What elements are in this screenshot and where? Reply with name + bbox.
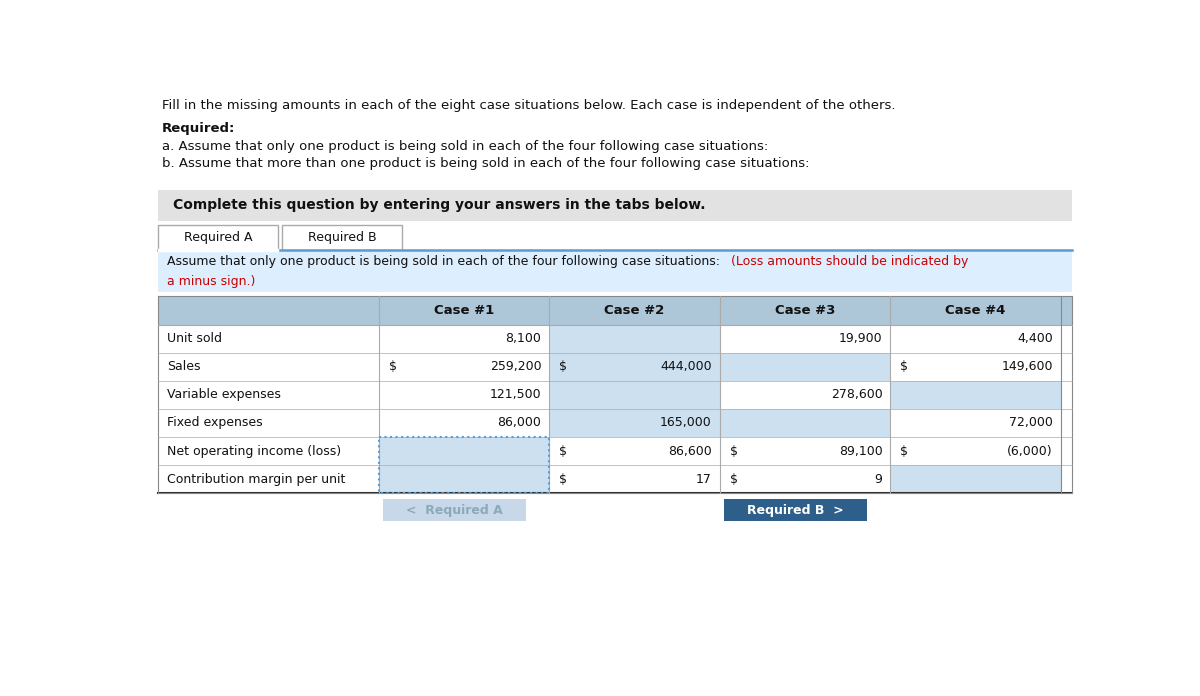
Text: $: $ — [559, 361, 568, 373]
Text: 86,000: 86,000 — [498, 416, 541, 429]
Text: Variable expenses: Variable expenses — [167, 388, 281, 402]
Bar — [550, 353, 720, 381]
Bar — [157, 296, 1073, 324]
Bar — [890, 465, 1061, 493]
Text: $: $ — [900, 361, 908, 373]
Bar — [720, 409, 890, 437]
Bar — [379, 465, 550, 493]
Text: 72,000: 72,000 — [1009, 416, 1052, 429]
Bar — [157, 324, 1073, 353]
Text: $: $ — [900, 445, 908, 457]
Text: $: $ — [559, 473, 568, 486]
Bar — [157, 251, 1073, 292]
Text: 19,900: 19,900 — [839, 332, 882, 345]
Text: Assume that only one product is being sold in each of the four following case si: Assume that only one product is being so… — [167, 255, 724, 267]
Text: 89,100: 89,100 — [839, 445, 882, 457]
Bar — [724, 499, 866, 521]
Text: (6,000): (6,000) — [1007, 445, 1052, 457]
Text: 17: 17 — [696, 473, 712, 486]
Text: 165,000: 165,000 — [660, 416, 712, 429]
Bar — [157, 353, 1073, 381]
Text: $: $ — [730, 473, 738, 486]
Bar — [157, 190, 1073, 221]
Text: 278,600: 278,600 — [830, 388, 882, 402]
Text: 8,100: 8,100 — [505, 332, 541, 345]
Bar — [720, 353, 890, 381]
Bar — [550, 381, 720, 409]
Text: 9: 9 — [875, 473, 882, 486]
Text: 121,500: 121,500 — [490, 388, 541, 402]
Bar — [379, 437, 550, 465]
Text: (Loss amounts should be indicated by: (Loss amounts should be indicated by — [731, 255, 968, 267]
Bar — [282, 226, 402, 250]
Text: b. Assume that more than one product is being sold in each of the four following: b. Assume that more than one product is … — [162, 157, 809, 171]
Text: $: $ — [730, 445, 738, 457]
Bar — [383, 499, 526, 521]
Bar — [157, 381, 1073, 409]
Bar — [550, 324, 720, 353]
Bar — [157, 465, 1073, 493]
Text: Net operating income (loss): Net operating income (loss) — [167, 445, 341, 457]
Text: Contribution margin per unit: Contribution margin per unit — [167, 473, 346, 486]
Bar — [157, 226, 278, 250]
Text: 149,600: 149,600 — [1001, 361, 1052, 373]
Text: Sales: Sales — [167, 361, 200, 373]
Text: 259,200: 259,200 — [490, 361, 541, 373]
Text: Fixed expenses: Fixed expenses — [167, 416, 263, 429]
Bar — [157, 437, 1073, 465]
Bar — [157, 409, 1073, 437]
Text: 4,400: 4,400 — [1018, 332, 1052, 345]
Text: a minus sign.): a minus sign.) — [167, 276, 256, 288]
Bar — [890, 381, 1061, 409]
Text: 444,000: 444,000 — [660, 361, 712, 373]
Text: $: $ — [389, 361, 397, 373]
Text: <  Required A: < Required A — [406, 504, 503, 516]
Text: Case #4: Case #4 — [946, 304, 1006, 317]
Text: Fill in the missing amounts in each of the eight case situations below. Each cas: Fill in the missing amounts in each of t… — [162, 99, 895, 112]
Text: $: $ — [559, 445, 568, 457]
Text: a. Assume that only one product is being sold in each of the four following case: a. Assume that only one product is being… — [162, 140, 768, 152]
Text: Complete this question by entering your answers in the tabs below.: Complete this question by entering your … — [173, 198, 706, 212]
Text: Case #1: Case #1 — [433, 304, 494, 317]
Bar — [550, 409, 720, 437]
Text: 86,600: 86,600 — [668, 445, 712, 457]
Text: Case #3: Case #3 — [775, 304, 835, 317]
Text: Required B  >: Required B > — [746, 504, 844, 516]
Text: Case #2: Case #2 — [605, 304, 665, 317]
Text: Required B: Required B — [307, 231, 376, 244]
Text: Required A: Required A — [184, 231, 252, 244]
Text: Unit sold: Unit sold — [167, 332, 222, 345]
Text: Required:: Required: — [162, 122, 235, 135]
